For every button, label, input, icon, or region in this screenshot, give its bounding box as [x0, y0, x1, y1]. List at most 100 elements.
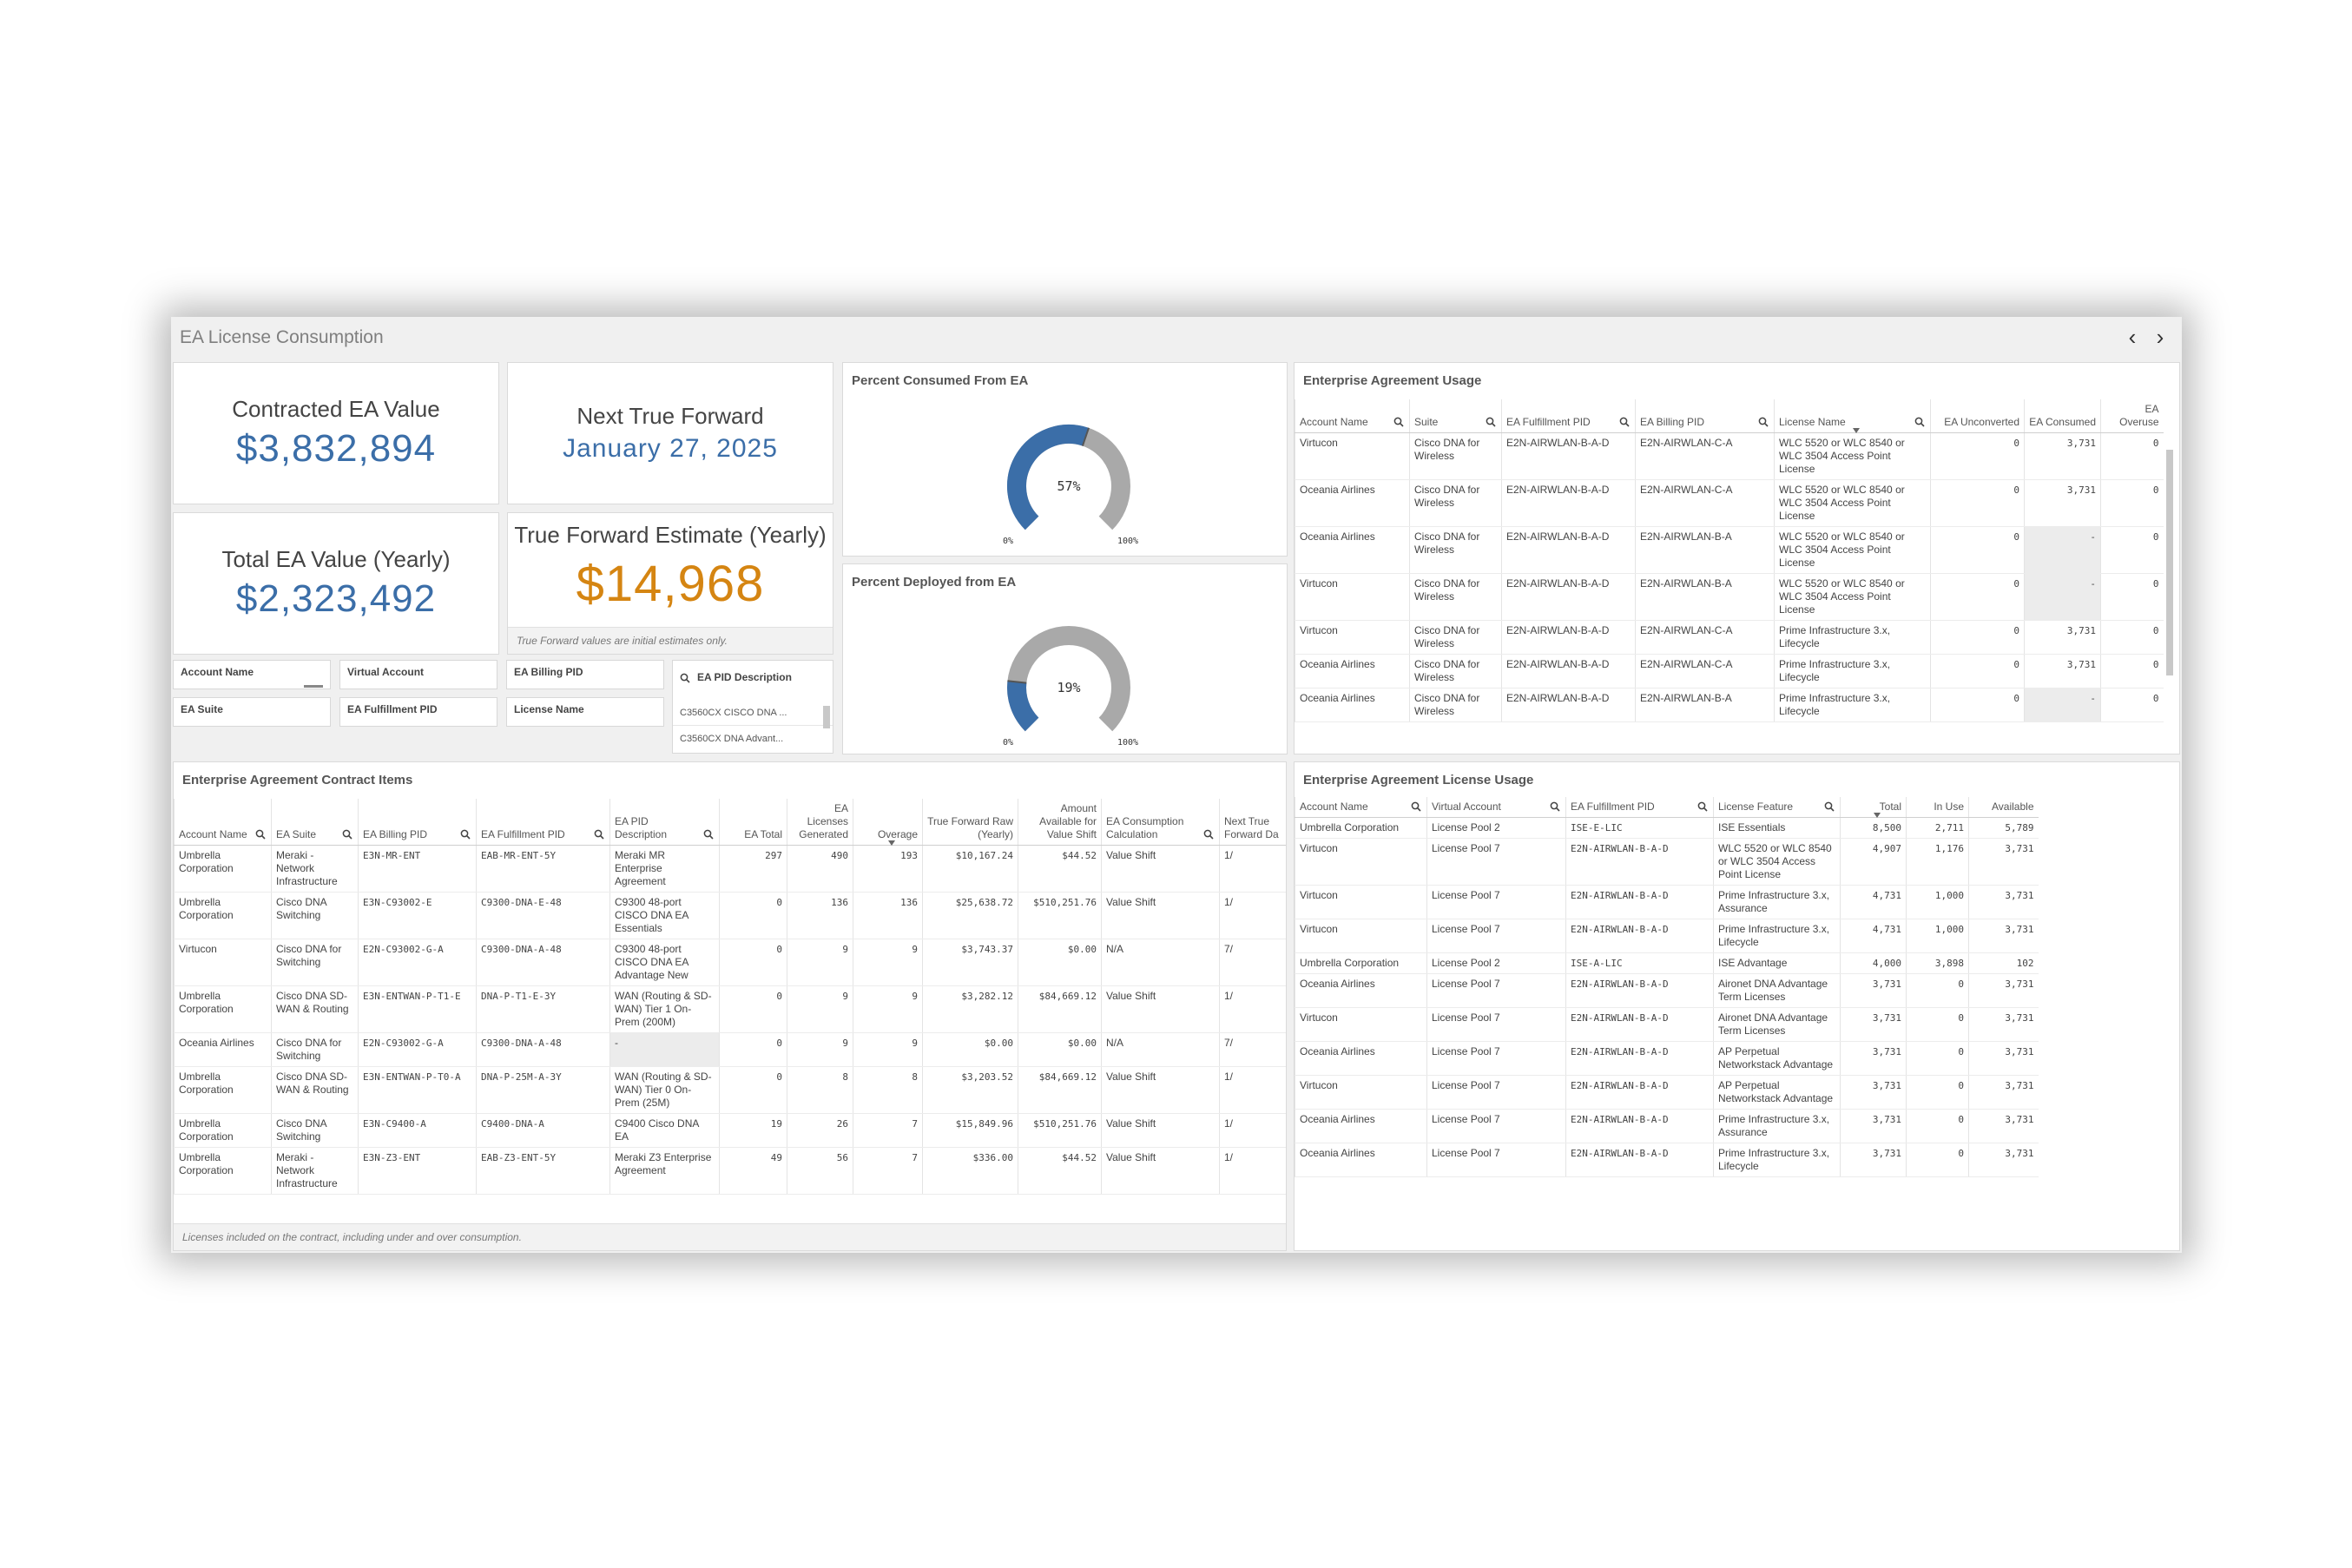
column-header[interactable]: Account Name [1295, 797, 1427, 818]
table-row[interactable]: Virtucon License Pool 7 E2N-AIRWLAN-B-A-D A… [1295, 1007, 2039, 1042]
search-icon[interactable] [1393, 417, 1404, 427]
search-icon[interactable] [1697, 801, 1708, 812]
column-header[interactable]: EA Overuse [2100, 399, 2164, 433]
table-cell: Prime Infrastructure 3.x, Lifecycle [1774, 688, 1931, 722]
column-header[interactable]: EA Billing PID [358, 799, 477, 846]
table-cell: Oceania Airlines [1295, 479, 1410, 527]
table-row[interactable]: Oceania Airlines License Pool 7 E2N-AIRWLA… [1295, 1041, 2039, 1076]
table-row[interactable]: Virtucon Cisco DNA for Switching E2N-C9300… [174, 939, 1286, 986]
column-header[interactable]: Available [1968, 797, 2039, 818]
table-cell: E2N-AIRWLAN-C-A [1635, 432, 1775, 480]
filter-ea-fulfillment-pid[interactable]: EA Fulfillment PID [339, 697, 497, 727]
filter-ea-billing-pid[interactable]: EA Billing PID [506, 660, 664, 689]
gauge-value: 19% [1057, 680, 1080, 695]
next-sheet-icon[interactable]: › [2156, 324, 2164, 350]
table-row[interactable]: Oceania Airlines Cisco DNA for Wireless E2… [1295, 526, 2164, 574]
kpi-value: January 27, 2025 [563, 434, 778, 463]
previous-sheet-icon[interactable]: ‹ [2128, 324, 2137, 350]
search-icon[interactable] [1203, 829, 1214, 840]
table-cell: 19 [719, 1113, 787, 1148]
column-header[interactable]: Overage [853, 799, 923, 846]
table-row[interactable]: Virtucon License Pool 7 E2N-AIRWLAN-B-A-D P… [1295, 885, 2039, 919]
table-cell: 9 [787, 985, 853, 1033]
filter-list-item[interactable]: C3560CX CISCO DNA ... [680, 708, 787, 718]
table-row[interactable]: Umbrella Corporation License Pool 2 ISE-E-… [1295, 817, 2039, 839]
search-icon[interactable] [703, 829, 714, 840]
table-cell: C9400-DNA-A [476, 1113, 610, 1148]
column-header[interactable]: EA Licenses Generated [787, 799, 853, 846]
table-row[interactable]: Umbrella Corporation Cisco DNA Switching E… [174, 1113, 1286, 1148]
column-header[interactable]: Account Name [174, 799, 272, 846]
search-icon[interactable] [255, 829, 266, 840]
table-row[interactable]: Umbrella Corporation License Pool 2 ISE-A-… [1295, 952, 2039, 974]
search-icon[interactable] [594, 829, 604, 840]
table-row[interactable]: Virtucon License Pool 7 E2N-AIRWLAN-B-A-D W… [1295, 838, 2039, 886]
table-cell: Oceania Airlines [1295, 688, 1410, 722]
table-cell: 4,907 [1840, 838, 1907, 886]
search-icon[interactable] [1619, 417, 1630, 427]
filter-label: Virtual Account [347, 666, 425, 678]
search-icon[interactable] [1486, 417, 1496, 427]
column-header[interactable]: EA Billing PID [1635, 399, 1775, 433]
filter-account-name[interactable]: Account Name [173, 660, 331, 689]
column-header[interactable]: Next True Forward Da [1219, 799, 1286, 846]
column-header[interactable]: EA PID Description [609, 799, 720, 846]
column-header[interactable]: License Feature [1713, 797, 1841, 818]
column-header[interactable]: EA Unconverted [1930, 399, 2025, 433]
table-row[interactable]: Umbrella Corporation Meraki - Network Inf… [174, 1147, 1286, 1195]
ea-usage-table: Account Name Suite EA Fulfillment PID EA Bi… [1295, 399, 2164, 722]
table-row[interactable]: Umbrella Corporation Meraki - Network Inf… [174, 845, 1286, 893]
table-cell: Cisco DNA Switching [271, 1113, 359, 1148]
vertical-scrollbar[interactable] [2166, 450, 2173, 675]
column-header[interactable]: License Name [1774, 399, 1931, 433]
column-header[interactable]: Account Name [1295, 399, 1410, 433]
table-row[interactable]: Virtucon Cisco DNA for Wireless E2N-AIRWLA… [1295, 620, 2164, 655]
search-icon[interactable] [1550, 801, 1560, 812]
table-row[interactable]: Oceania Airlines Cisco DNA for Switching E… [174, 1032, 1286, 1067]
filter-virtual-account[interactable]: Virtual Account [339, 660, 497, 689]
table-row[interactable]: Oceania Airlines Cisco DNA for Wireless E2… [1295, 479, 2164, 527]
search-icon[interactable] [1824, 801, 1835, 812]
kpi-next-true-forward: Next True Forward January 27, 2025 [507, 362, 833, 504]
column-header[interactable]: EA Fulfillment PID [1501, 399, 1636, 433]
search-icon[interactable] [1758, 417, 1769, 427]
table-row[interactable]: Umbrella Corporation Cisco DNA Switching E… [174, 892, 1286, 939]
filter-ea-pid-description[interactable]: EA PID Description C3560CX CISCO DNA ...… [672, 660, 833, 754]
column-header[interactable]: EA Consumed [2024, 399, 2101, 433]
table-row[interactable]: Oceania Airlines License Pool 7 E2N-AIRWLA… [1295, 973, 2039, 1008]
search-icon[interactable] [1411, 801, 1421, 812]
table-row[interactable]: Umbrella Corporation Cisco DNA SD-WAN & R… [174, 1066, 1286, 1114]
column-header[interactable]: EA Suite [271, 799, 359, 846]
column-header[interactable]: Total [1840, 797, 1907, 818]
column-header[interactable]: EA Fulfillment PID [476, 799, 610, 846]
table-row[interactable]: Virtucon License Pool 7 E2N-AIRWLAN-B-A-D P… [1295, 919, 2039, 953]
search-icon[interactable] [1914, 417, 1925, 427]
column-header[interactable]: EA Fulfillment PID [1565, 797, 1714, 818]
column-header[interactable]: EA Total [719, 799, 787, 846]
table-cell: $44.52 [1018, 1147, 1102, 1195]
column-header[interactable]: EA Consumption Calculation [1101, 799, 1220, 846]
column-header[interactable]: True Forward Raw (Yearly) [922, 799, 1018, 846]
column-header[interactable]: In Use [1906, 797, 1969, 818]
table-row[interactable]: Oceania Airlines License Pool 7 E2N-AIRWLA… [1295, 1143, 2039, 1177]
table-row[interactable]: Oceania Airlines Cisco DNA for Wireless E2… [1295, 654, 2164, 688]
table-cell: Meraki MR Enterprise Agreement [609, 845, 720, 893]
table-row[interactable]: Oceania Airlines License Pool 7 E2N-AIRWLA… [1295, 1109, 2039, 1143]
table-cell: 3,731 [1840, 1143, 1907, 1177]
scrollbar[interactable] [823, 706, 830, 728]
table-row[interactable]: Virtucon Cisco DNA for Wireless E2N-AIRWLA… [1295, 573, 2164, 621]
column-header[interactable]: Amount Available for Value Shift [1018, 799, 1102, 846]
filter-list-item[interactable]: C3560CX DNA Advant... [680, 734, 784, 744]
search-icon[interactable] [460, 829, 471, 840]
column-header[interactable]: Virtual Account [1426, 797, 1566, 818]
filter-license-name[interactable]: License Name [506, 697, 664, 727]
table-row[interactable]: Umbrella Corporation Cisco DNA SD-WAN & R… [174, 985, 1286, 1033]
column-header[interactable]: Suite [1409, 399, 1502, 433]
filter-ea-suite[interactable]: EA Suite [173, 697, 331, 727]
table-row[interactable]: Oceania Airlines Cisco DNA for Wireless E2… [1295, 688, 2164, 722]
search-icon[interactable] [342, 829, 352, 840]
table-row[interactable]: Virtucon Cisco DNA for Wireless E2N-AIRWLA… [1295, 432, 2164, 480]
table-cell: 9 [787, 939, 853, 986]
table-cell: 1/ [1219, 892, 1286, 939]
table-row[interactable]: Virtucon License Pool 7 E2N-AIRWLAN-B-A-D A… [1295, 1075, 2039, 1110]
